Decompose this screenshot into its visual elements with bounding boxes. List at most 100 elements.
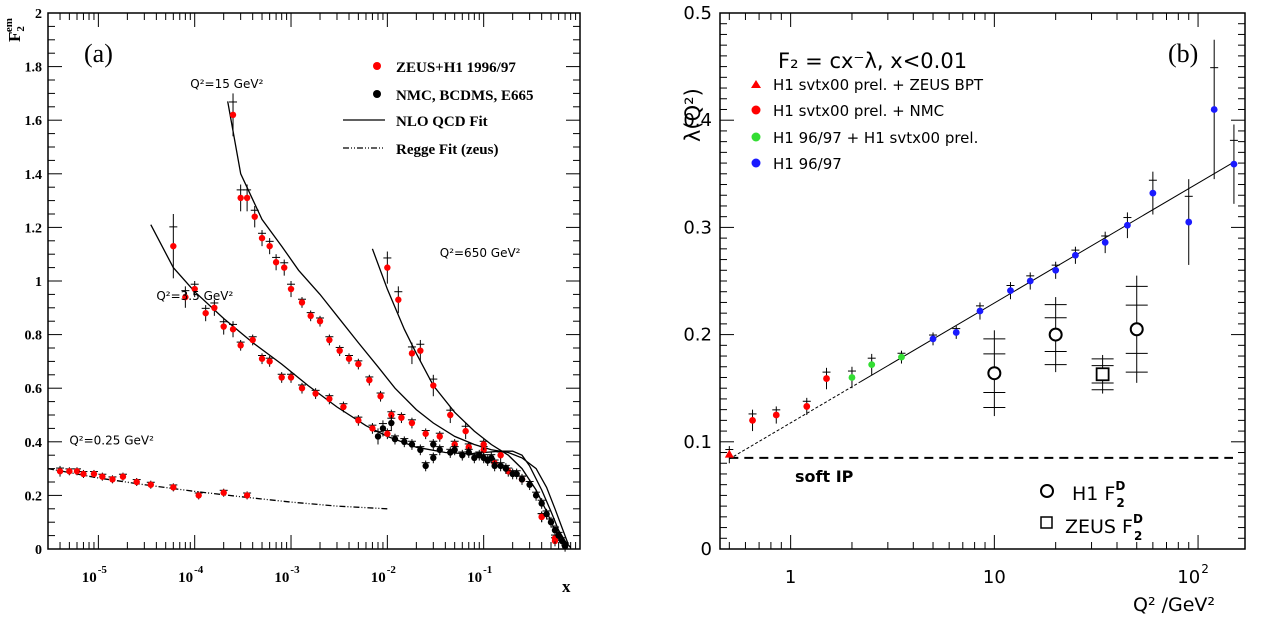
data-point <box>220 489 227 496</box>
svg-text:F2em: F2em <box>3 18 27 42</box>
panel-b-y-tick-labels: 0 0.1 0.2 0.3 0.4 0.5 <box>683 3 712 560</box>
data-point <box>436 433 443 440</box>
data-point <box>513 470 520 478</box>
legend-b-marker-blue <box>751 158 761 168</box>
data-point <box>391 435 399 443</box>
nlo-qcd-curve <box>227 101 569 544</box>
data-point <box>480 441 487 448</box>
q2-annotation: Q²=15 GeV² <box>190 77 263 91</box>
data-point <box>377 393 384 400</box>
data-point <box>558 537 566 545</box>
q2-annotation: Q²=650 GeV² <box>440 246 521 260</box>
panel-a-legend: ZEUS+H1 1996/97 NMC, BCDMS, E665 NLO QCD… <box>343 60 534 158</box>
data-point <box>258 234 266 242</box>
data-point <box>1149 189 1157 197</box>
data-point <box>1210 106 1218 113</box>
data-point <box>532 492 540 499</box>
panel-a-ticks <box>47 12 581 550</box>
panel-b-x-tick-label: 102 <box>1177 562 1209 588</box>
data-point <box>220 323 227 330</box>
panel-b-title: F₂ = cx⁻λ, x<0.01 <box>778 49 967 73</box>
panel-b-y-tick-label: 0.2 <box>683 325 712 346</box>
panel-b-y-tick-label: 0.1 <box>683 432 712 453</box>
soft-pomeron-label: soft IP <box>795 467 854 486</box>
fit-line-extrapolated <box>729 381 861 460</box>
data-point <box>266 358 273 365</box>
panel-b-points <box>724 39 1238 464</box>
data-point <box>555 532 562 539</box>
panel-b-ticks <box>720 12 1245 550</box>
data-point <box>1101 239 1109 246</box>
panel-b-legend: H1 svtx00 prel. + ZEUS BPT H1 svtx00 pre… <box>751 76 984 173</box>
panel-b-y-tick-label: 0.5 <box>683 3 712 24</box>
panel-a-x-tick-label: 10-3 <box>274 564 300 586</box>
data-point <box>395 296 402 303</box>
data-point <box>398 414 405 421</box>
q2-annotation: Q²=3.5 GeV² <box>156 289 233 303</box>
data-point <box>287 374 295 381</box>
legend-b2-label-zeus: ZEUS FD 2 <box>1065 512 1143 543</box>
data-point <box>133 478 140 486</box>
data-point <box>316 318 324 325</box>
legend-b-label-4: H1 96/97 <box>773 155 842 173</box>
data-point <box>388 419 395 427</box>
panel-b-y-tick-label: 0.3 <box>683 217 712 238</box>
panel-a-ylabel: F2em <box>3 18 27 42</box>
data-point <box>526 481 533 488</box>
data-point <box>170 484 177 491</box>
data-point <box>281 264 288 271</box>
panel-b-lines <box>729 161 1235 460</box>
data-point <box>471 454 478 462</box>
data-point <box>251 213 258 220</box>
panel-a-curves <box>47 101 572 549</box>
data-point <box>340 403 347 411</box>
nlo-qcd-curve <box>371 248 563 544</box>
data-point <box>451 441 458 448</box>
panel-a-y-tick-label: 0.6 <box>25 382 43 397</box>
panel-a-y-tick-label: 0.2 <box>25 489 43 504</box>
panel-a-xlabel: x <box>562 577 571 596</box>
data-point <box>229 326 237 333</box>
panel-b-y-tick-label: 0 <box>701 539 712 560</box>
panel-a-y-tick-label: 1.8 <box>25 61 43 76</box>
data-point <box>195 492 202 499</box>
data-point <box>90 470 98 478</box>
data-point <box>1007 287 1014 295</box>
data-point <box>312 390 319 397</box>
data-point <box>987 366 1002 381</box>
data-point <box>497 452 504 459</box>
legend-b-marker-triangle <box>751 80 761 88</box>
legend-b-label-1: H1 svtx00 prel. + ZEUS BPT <box>773 76 984 94</box>
data-point <box>243 194 251 202</box>
data-point <box>119 473 127 480</box>
data-point <box>502 465 510 472</box>
data-point <box>1048 327 1063 342</box>
data-point <box>109 476 116 483</box>
data-point <box>182 293 189 301</box>
data-point <box>336 347 343 354</box>
panel-a: 0 0.2 0.4 0.6 0.8 1 1.2 1.4 1.6 1.8 2 10-5 10-4 10-3… <box>3 7 581 596</box>
data-point <box>369 425 376 432</box>
data-point <box>229 111 237 119</box>
legend-a-label-nlo: NLO QCD Fit <box>396 114 488 130</box>
legend-b2-marker-circle <box>1040 484 1054 498</box>
data-point <box>355 417 362 424</box>
data-point <box>384 430 391 437</box>
data-point <box>374 433 382 440</box>
data-point <box>408 350 416 357</box>
data-point <box>266 242 273 250</box>
data-point <box>436 446 443 454</box>
data-point <box>66 468 73 475</box>
panel-a-y-tick-label: 2 <box>35 7 42 22</box>
panel-a-x-tick-label: 10-1 <box>467 564 492 586</box>
data-point <box>518 476 526 483</box>
data-point <box>430 441 437 448</box>
data-point <box>497 462 504 470</box>
panel-b-legend-diffractive: H1 FD 2 ZEUS FD 2 <box>1040 479 1143 543</box>
data-point <box>724 449 734 458</box>
panel-a-x-tick-label: 10-2 <box>371 564 397 586</box>
data-point <box>422 462 429 470</box>
data-point <box>1052 266 1060 274</box>
panel-a-y-tick-label: 0 <box>35 543 42 558</box>
data-point <box>366 376 373 384</box>
